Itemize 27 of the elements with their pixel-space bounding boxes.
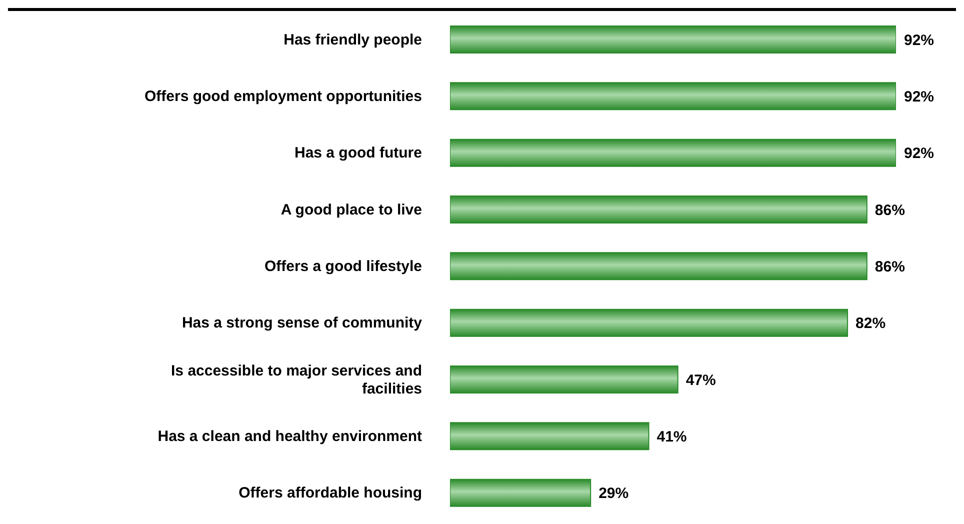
bar — [450, 138, 896, 167]
bar — [450, 252, 868, 280]
bar — [450, 366, 678, 394]
data-label: 92% — [904, 145, 934, 162]
y-tick-label: Offers good employment opportunities — [144, 88, 422, 104]
y-tick-label: Has friendly people — [284, 30, 422, 48]
bar — [450, 422, 650, 450]
bar — [450, 26, 896, 54]
y-tick-label: Offers a good lifestyle — [264, 258, 422, 274]
data-label: 86% — [874, 258, 905, 276]
y-tick-label: Has a clean and healthy environment — [158, 428, 422, 444]
y-tick-label: Offers affordable housing — [238, 484, 422, 502]
bar — [450, 196, 868, 224]
y-tick-label: Has a strong sense of community — [182, 314, 423, 332]
y-tick-label: Is accessible to major services and facilities — [171, 362, 422, 397]
bar — [450, 82, 896, 110]
data-label: 92% — [904, 88, 934, 106]
data-label: 29% — [598, 485, 629, 502]
data-label: 82% — [856, 315, 886, 332]
bar — [450, 478, 592, 507]
bar — [450, 308, 848, 337]
y-tick-label: Has a good future — [294, 144, 422, 162]
data-label: 86% — [874, 202, 905, 219]
data-label: 92% — [904, 32, 934, 49]
data-label: 47% — [686, 372, 716, 389]
y-tick-label: A good place to live — [280, 200, 422, 218]
data-label: 41% — [656, 428, 687, 446]
